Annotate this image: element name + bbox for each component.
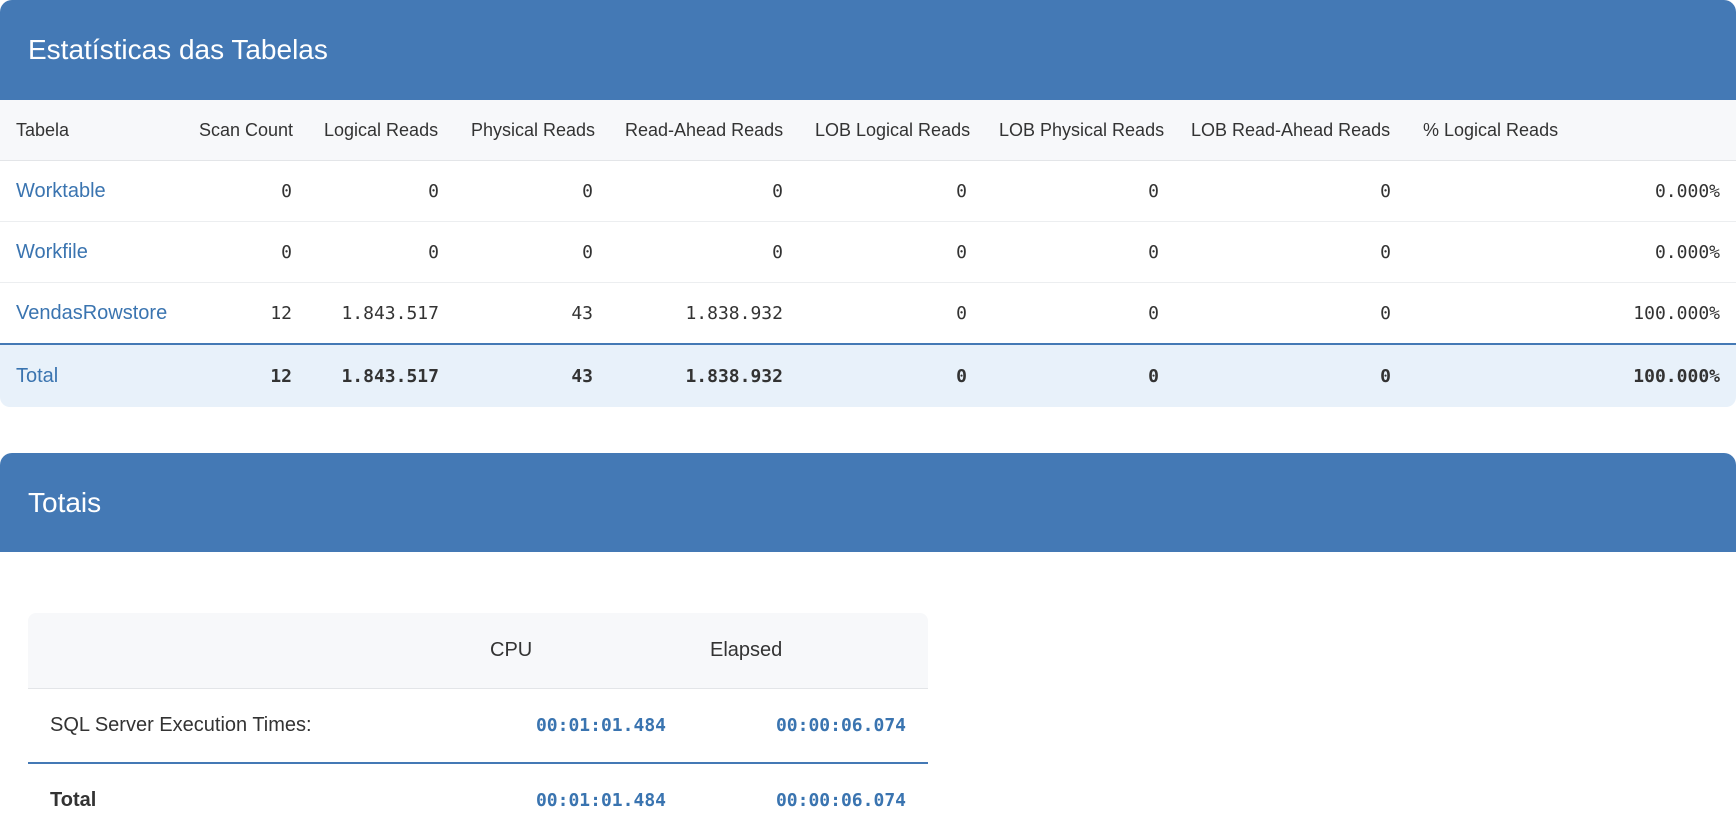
totals-total-row: Total 00:01:01.484 00:00:06.074 [28,762,928,837]
lob-read-ahead-reads-value: 0 [1175,160,1407,222]
column-header-cpu: CPU [448,613,688,689]
table-name-link[interactable]: Workfile [0,221,183,283]
lob-physical-reads-value: 0 [983,221,1175,283]
read-ahead-reads-value: 0 [609,221,799,283]
scan-count-value: 0 [183,221,308,283]
totals-table: CPU Elapsed SQL Server Execution Times: … [28,613,928,837]
column-header-tabela[interactable]: Tabela [0,100,183,161]
totals-total-label: Total [28,762,448,837]
table-total-row: Total 12 1.843.517 43 1.838.932 0 0 0 10… [0,343,1736,407]
read-ahead-reads-value: 1.838.932 [609,282,799,345]
physical-reads-value: 0 [455,160,609,222]
pct-logical-reads-value: 0.000% [1407,221,1736,283]
physical-reads-value: 0 [455,221,609,283]
physical-reads-value: 43 [455,282,609,345]
totals-column-blank [28,613,448,689]
lob-physical-reads-value: 0 [983,282,1175,345]
column-header-lob-read-ahead-reads[interactable]: LOB Read-Ahead Reads [1175,100,1407,161]
column-header-elapsed: Elapsed [688,613,928,689]
cpu-time-value: 00:01:01.484 [535,715,666,736]
table-stats-title: Estatísticas das Tabelas [0,0,1736,100]
table-stats-header-row: Tabela Scan Count Logical Reads Physical… [0,100,1736,161]
table-name-link[interactable]: VendasRowstore [0,282,183,345]
table-stats-panel: Estatísticas das Tabelas Tabela Scan Cou… [0,0,1736,407]
lob-logical-reads-value: 0 [799,282,983,345]
table-row: Workfile 0 0 0 0 0 0 0 0.000% [0,221,1736,283]
table-row: VendasRowstore 12 1.843.517 43 1.838.932… [0,282,1736,345]
total-lob-physical-reads: 0 [983,343,1175,407]
scan-count-value: 12 [183,282,308,345]
lob-physical-reads-value: 0 [983,160,1175,222]
totals-panel: Totais CPU Elapsed SQL Server Execution … [0,453,1736,837]
lob-logical-reads-value: 0 [799,221,983,283]
lob-read-ahead-reads-value: 0 [1175,282,1407,345]
totals-row: SQL Server Execution Times: 00:01:01.484… [28,689,928,764]
total-elapsed-time-value: 00:00:06.074 [688,762,928,837]
pct-logical-reads-value: 0.000% [1407,160,1736,222]
execution-times-label: SQL Server Execution Times: [50,714,312,736]
logical-reads-value: 0 [308,221,455,283]
column-header-lob-physical-reads[interactable]: LOB Physical Reads [983,100,1175,161]
total-cpu-time-value: 00:01:01.484 [448,762,688,837]
scan-count-value: 0 [183,160,308,222]
totals-title: Totais [0,453,1736,552]
total-pct-logical-reads: 100.000% [1407,343,1736,407]
column-header-scan-count[interactable]: Scan Count [183,100,308,161]
read-ahead-reads-value: 0 [609,160,799,222]
total-read-ahead-reads: 1.838.932 [609,343,799,407]
total-label: Total [0,343,183,407]
elapsed-time-value: 00:00:06.074 [775,715,906,736]
total-logical-reads: 1.843.517 [308,343,455,407]
column-header-physical-reads[interactable]: Physical Reads [455,100,609,161]
column-header-pct-logical-reads[interactable]: % Logical Reads [1407,100,1736,161]
column-header-lob-logical-reads[interactable]: LOB Logical Reads [799,100,983,161]
table-row: Worktable 0 0 0 0 0 0 0 0.000% [0,160,1736,222]
lob-read-ahead-reads-value: 0 [1175,221,1407,283]
pct-logical-reads-value: 100.000% [1407,282,1736,345]
total-lob-read-ahead-reads: 0 [1175,343,1407,407]
lob-logical-reads-value: 0 [799,160,983,222]
total-physical-reads: 43 [455,343,609,407]
column-header-logical-reads[interactable]: Logical Reads [308,100,455,161]
column-header-read-ahead-reads[interactable]: Read-Ahead Reads [609,100,799,161]
total-scan-count: 12 [183,343,308,407]
total-lob-logical-reads: 0 [799,343,983,407]
table-stats-table: Tabela Scan Count Logical Reads Physical… [0,100,1736,407]
logical-reads-value: 0 [308,160,455,222]
totals-header-row: CPU Elapsed [28,613,928,689]
logical-reads-value: 1.843.517 [308,282,455,345]
table-name-link[interactable]: Worktable [0,160,183,222]
